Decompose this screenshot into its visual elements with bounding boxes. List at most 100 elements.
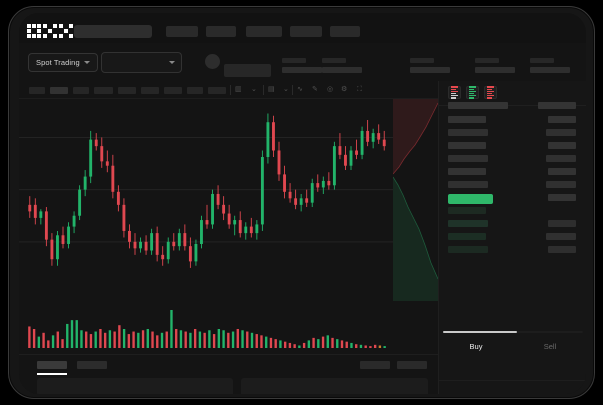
stat-change-24h-value xyxy=(322,67,362,73)
timeframe-2[interactable] xyxy=(50,87,68,94)
logo-glyph-o xyxy=(27,24,41,38)
drawing-pencil-icon[interactable]: ✎ xyxy=(312,86,318,93)
top-header xyxy=(19,13,586,43)
pair-selector[interactable] xyxy=(101,52,182,73)
orderbook-row-left[interactable] xyxy=(448,155,488,162)
orderbook-spread-row[interactable] xyxy=(448,194,493,204)
line-tool-icon[interactable]: ∿ xyxy=(297,86,303,93)
stat-change-24h xyxy=(322,58,362,73)
nav-item-1[interactable] xyxy=(166,26,198,37)
orderbook-view-asks[interactable] xyxy=(484,86,497,99)
timeframe-1[interactable] xyxy=(29,87,45,94)
stat-high-24h-label xyxy=(410,58,434,63)
orderbook-row-right[interactable] xyxy=(548,220,576,227)
chevron-down-icon xyxy=(83,61,90,64)
orderbook-row-left[interactable] xyxy=(448,233,486,240)
timeframe-6[interactable] xyxy=(141,87,159,94)
orderbook-row-left[interactable] xyxy=(448,129,488,136)
indicator-caret-icon[interactable]: ⌄ xyxy=(283,86,289,93)
stat-last-price-label xyxy=(282,58,306,63)
tab-buy[interactable]: Buy xyxy=(439,336,513,356)
stat-low-24h-value xyxy=(475,67,515,73)
nav-item-5[interactable] xyxy=(330,26,360,37)
toggle-bars-icon xyxy=(469,86,476,99)
orderbook-row-right[interactable] xyxy=(546,233,576,240)
chevron-down-icon xyxy=(169,61,175,64)
orderbook-row-left[interactable] xyxy=(448,246,488,253)
orderbook-row-left[interactable] xyxy=(448,168,486,175)
stat-volume-24h-label xyxy=(530,58,554,63)
magnet-icon[interactable]: ◎ xyxy=(327,86,334,93)
orderbook-row-right[interactable] xyxy=(548,194,576,201)
orderbook-view-both[interactable] xyxy=(448,86,461,99)
order-field-price[interactable] xyxy=(439,359,586,381)
orderbook-row-right[interactable] xyxy=(548,142,576,149)
okx-logo[interactable] xyxy=(27,24,73,38)
toggle-bars-icon xyxy=(487,86,494,99)
pair-avatar xyxy=(205,54,220,69)
divider xyxy=(439,105,586,106)
orderbook-view-toggles xyxy=(448,86,497,99)
toolbar-separator-1 xyxy=(230,85,231,95)
stat-change-24h-label xyxy=(322,58,346,63)
chart-type-caret-icon[interactable]: ⌄ xyxy=(251,86,257,93)
stat-last-price xyxy=(282,58,322,73)
orderbook-row-left[interactable] xyxy=(448,181,488,188)
bottom-action-2[interactable] xyxy=(397,361,427,369)
orderbook-right-header xyxy=(538,102,576,109)
orderbook-left-header xyxy=(448,102,508,109)
orderbook-row-right[interactable] xyxy=(548,246,576,253)
orderbook-trade-panel: Buy Sell xyxy=(438,81,586,394)
order-field-amount[interactable] xyxy=(439,381,586,394)
logo-glyph-k xyxy=(43,24,57,38)
order-form-fields xyxy=(439,359,586,394)
nav-item-3[interactable] xyxy=(246,26,282,37)
orderbook-scrollbar-thumb[interactable] xyxy=(443,331,517,333)
indicator-icon[interactable]: ▤ xyxy=(268,86,275,93)
market-type-label: Spot Trading xyxy=(36,58,80,67)
timeframe-8[interactable] xyxy=(187,87,203,94)
settings-gear-icon[interactable]: ⚙ xyxy=(341,86,348,93)
stat-low-24h-label xyxy=(475,58,499,63)
bottom-tab-open-orders[interactable] xyxy=(37,361,67,369)
nav-item-2[interactable] xyxy=(206,26,236,37)
volume-chart xyxy=(28,310,386,348)
orderbook-row-left[interactable] xyxy=(448,207,486,214)
bottom-content-right xyxy=(241,378,428,394)
orderbook-row-right[interactable] xyxy=(548,116,576,123)
nav-search[interactable] xyxy=(74,25,152,38)
timeframe-9[interactable] xyxy=(208,87,226,94)
orderbook-row-right[interactable] xyxy=(546,181,576,188)
app-screen: Spot Trading ▥ ⌄ ▤ ⌄ ∿ ✎ ◎ ⚙ ⛶ xyxy=(19,13,586,394)
logo-glyph-x xyxy=(59,24,73,38)
orderbook-row-right[interactable] xyxy=(548,168,576,175)
market-subheader: Spot Trading xyxy=(19,43,586,81)
bottom-tab-positions[interactable] xyxy=(77,361,107,369)
tab-sell[interactable]: Sell xyxy=(513,336,586,356)
depth-chart xyxy=(393,99,438,301)
orderbook-row-left[interactable] xyxy=(448,220,488,227)
chart-toolbar: ▥ ⌄ ▤ ⌄ ∿ ✎ ◎ ⚙ ⛶ xyxy=(19,81,438,99)
orderbook-view-bids[interactable] xyxy=(466,86,479,99)
tab-sell-label: Sell xyxy=(543,341,557,351)
stat-last-price-value xyxy=(282,67,322,73)
chart-type-bars-icon[interactable]: ▥ xyxy=(235,86,242,93)
stat-high-24h-value xyxy=(410,67,450,73)
orderbook-row-left[interactable] xyxy=(448,116,486,123)
orderbook-row-right[interactable] xyxy=(546,129,576,136)
stat-high-24h xyxy=(410,58,450,73)
timeframe-4[interactable] xyxy=(94,87,113,94)
orders-bottom-panel xyxy=(19,354,438,394)
timeframe-5[interactable] xyxy=(118,87,136,94)
fullscreen-icon[interactable]: ⛶ xyxy=(357,86,362,93)
bottom-action-1[interactable] xyxy=(360,361,390,369)
timeframe-3[interactable] xyxy=(73,87,89,94)
price-chart-panel[interactable] xyxy=(19,99,438,354)
tab-buy-label: Buy xyxy=(469,341,483,351)
market-type-selector[interactable]: Spot Trading xyxy=(28,53,98,72)
orderbook-row-right[interactable] xyxy=(546,155,576,162)
timeframe-7[interactable] xyxy=(164,87,182,94)
stat-volume-24h-value xyxy=(530,67,570,73)
orderbook-row-left[interactable] xyxy=(448,142,486,149)
nav-item-4[interactable] xyxy=(290,26,322,37)
